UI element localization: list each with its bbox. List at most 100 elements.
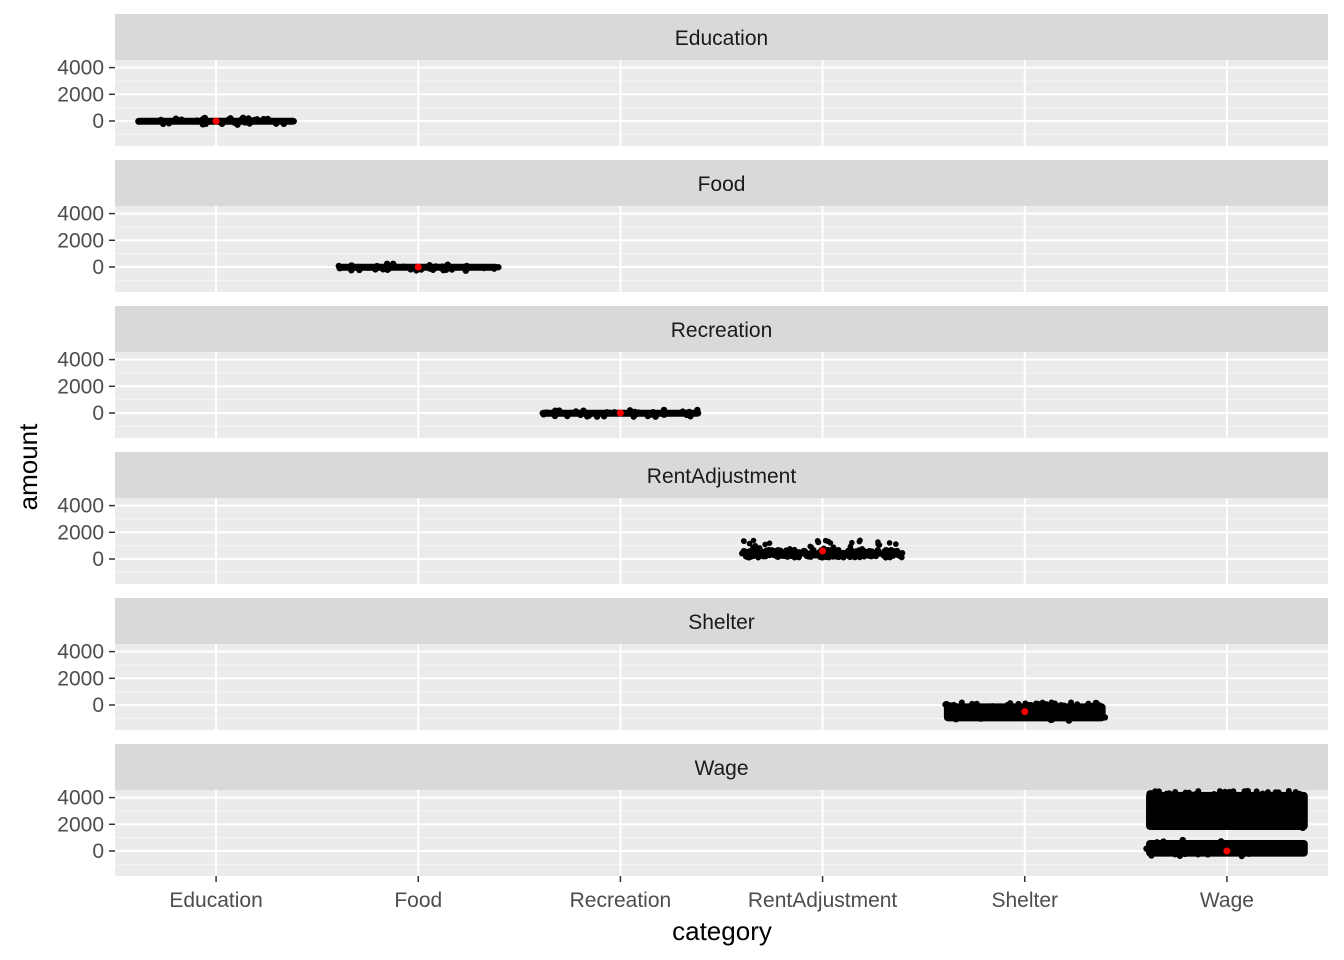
y-tick-label: 2000: [57, 83, 104, 106]
jitter-point: [748, 553, 755, 560]
jitter-point: [1156, 808, 1163, 816]
jitter-point: [746, 540, 753, 547]
jitter-point: [893, 541, 899, 547]
mean-point: [1223, 847, 1231, 855]
jitter-point: [1181, 850, 1189, 858]
facet-strip: [115, 14, 1328, 60]
jitter-point: [875, 541, 881, 547]
jitter-point: [1222, 788, 1229, 795]
jitter-point: [1190, 816, 1197, 823]
facet-rentadjustment: RentAdjustment 0 2000 4000: [57, 452, 1328, 584]
facet-strip: [115, 598, 1328, 644]
jitter-point: [1213, 843, 1220, 850]
jitter-point: [178, 116, 185, 123]
jitter-point: [1079, 703, 1086, 711]
jitter-point: [1285, 787, 1292, 794]
jitter-point: [1171, 851, 1179, 858]
jitter-point: [1217, 838, 1225, 845]
jitter-point: [766, 540, 773, 546]
jitter-point: [814, 551, 821, 558]
jitter-point: [766, 552, 773, 559]
jitter-point: [1273, 821, 1281, 829]
jitter-point: [814, 537, 821, 544]
x-tick-label: Recreation: [570, 889, 672, 912]
facet-panel: [115, 498, 1328, 584]
jitter-point: [157, 116, 165, 124]
jitter-point: [652, 413, 659, 420]
jitter-point: [809, 549, 816, 556]
jitter-point: [1211, 791, 1218, 798]
jitter-point: [1186, 789, 1193, 796]
facet-panels: Education020004000Food020004000Recreatio…: [57, 14, 1328, 876]
jitter-point: [972, 712, 979, 719]
points-wage: [1143, 787, 1308, 860]
facet-panel: [115, 352, 1328, 438]
jitter-point: [227, 115, 234, 122]
jitter-point: [1068, 699, 1075, 706]
jitter-point: [1088, 702, 1095, 709]
jitter-point: [950, 701, 957, 708]
jitter-point: [1246, 850, 1253, 857]
x-tick-label: Education: [169, 889, 262, 912]
y-tick-label: 2000: [57, 375, 104, 398]
jitter-point: [356, 266, 363, 274]
y-tick-label: 0: [92, 694, 104, 717]
mean-point: [616, 409, 624, 417]
jitter-point: [1074, 701, 1081, 708]
y-tick-label: 2000: [57, 229, 104, 252]
jitter-point: [1201, 812, 1208, 819]
jitter-point: [400, 263, 407, 270]
x-axis: Education Food Recreation RentAdjustment She…: [169, 876, 1254, 912]
jitter-point: [1158, 799, 1166, 806]
jitter-point: [1172, 789, 1179, 796]
jitter-point: [572, 408, 580, 415]
jitter-point: [959, 709, 966, 717]
jitter-point: [348, 262, 355, 269]
facet-panel: [115, 644, 1328, 730]
jitter-point: [1043, 701, 1050, 708]
jitter-point: [231, 119, 238, 126]
jitter-point: [740, 538, 747, 544]
jitter-point: [1166, 790, 1173, 797]
facet-strip-label: Recreation: [671, 319, 773, 342]
jitter-point: [833, 552, 840, 559]
jitter-point: [1025, 702, 1032, 709]
jitter-point: [204, 118, 211, 125]
jitter-point: [1001, 711, 1009, 719]
jitter-point: [1270, 844, 1277, 851]
jitter-point: [874, 547, 881, 554]
jitter-point: [895, 552, 902, 559]
jitter-point: [787, 546, 793, 552]
y-tick-label: 0: [92, 110, 104, 133]
jitter-point: [750, 537, 757, 544]
jitter-point: [1034, 707, 1041, 715]
jitter-point: [779, 551, 786, 558]
jitter-point: [1275, 791, 1282, 798]
jitter-point: [1153, 839, 1161, 846]
x-axis-title: category: [672, 916, 772, 946]
jitter-point: [219, 120, 226, 127]
jitter-point: [830, 544, 837, 551]
jitter-point: [551, 412, 559, 420]
jitter-point: [1289, 819, 1297, 826]
jitter-point: [694, 406, 701, 414]
jitter-point: [977, 715, 985, 722]
facet-strip: [115, 744, 1328, 790]
jitter-point: [462, 267, 470, 274]
jitter-point: [1091, 714, 1099, 721]
jitter-point: [1036, 714, 1043, 722]
jitter-point: [280, 120, 288, 128]
y-tick-label: 2000: [57, 667, 104, 690]
facet-shelter: Shelter 0 2000 4000: [57, 598, 1328, 730]
facet-strip: [115, 452, 1328, 498]
jitter-point: [1208, 796, 1215, 803]
jitter-point: [750, 544, 756, 551]
jitter-point: [1202, 800, 1209, 807]
mean-point: [212, 117, 220, 125]
jitter-point: [1155, 791, 1162, 798]
jitter-point: [803, 552, 810, 559]
jitter-point: [272, 120, 280, 127]
jitter-point: [867, 550, 874, 557]
jitter-point: [1292, 788, 1299, 795]
jitter-point: [432, 263, 440, 270]
